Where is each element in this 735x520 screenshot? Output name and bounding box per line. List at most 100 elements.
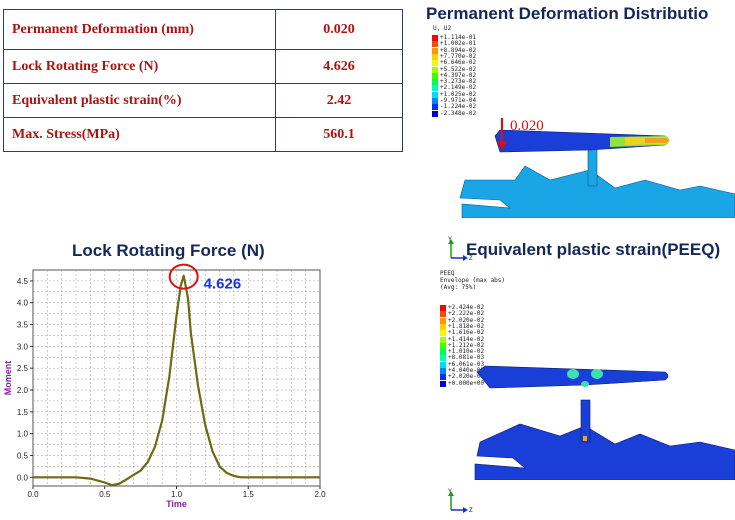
legend-swatch [440,374,446,381]
legend-swatch [432,47,438,54]
legend-swatch [440,323,446,330]
legend-swatch [432,72,438,79]
y-tick-label: 2.5 [17,364,29,373]
table-row: Permanent Deformation (mm) 0.020 [3,9,403,50]
deformation-annotation: 0.020 [510,118,544,134]
x-tick-label: 0.0 [27,490,39,499]
peeq-axis-triad: Y Z [448,489,473,514]
x-tick-label: 1.5 [243,490,255,499]
legend-swatch [440,368,446,374]
force-chart-svg: 0.0 0.5 1.0 1.5 2.0 0.0 0.5 1.0 1.5 2.0 2.5 3.0 3.5 4… [3,263,326,509]
legend-swatch [432,104,438,111]
legend-swatch [440,305,446,311]
deformation-axis-triad: Y Z [448,237,473,262]
legend-value: +1.010e-02 [448,348,485,356]
table-value: 560.1 [275,117,403,152]
legend-value: +2.149e-02 [440,84,477,92]
legend-value: +2.222e-02 [448,310,485,318]
legend-value: +1.818e-02 [448,322,485,330]
svg-text:Y: Y [448,237,452,243]
legend-swatch [432,66,438,73]
x-tick-label: 2.0 [314,490,326,499]
y-axis-label: Moment [3,361,13,396]
legend-swatch [440,336,446,343]
legend-value: +6.061e-03 [448,360,485,368]
deformation-model-stem [587,145,598,187]
table-row: Equivalent plastic strain(%) 2.42 [3,83,403,118]
legend-swatch [440,355,446,362]
y-tick-label: 2.0 [17,386,29,395]
legend-swatch [440,349,446,356]
legend-value: +2.020e-03 [448,373,485,381]
x-axis-label: Time [166,499,187,509]
legend-swatch [432,79,438,86]
legend-value: +5.522e-02 [440,65,477,73]
y-tick-label: 4.0 [17,299,29,308]
table-value: 2.42 [275,83,403,118]
results-table: Permanent Deformation (mm) 0.020 Lock Rota… [3,9,403,152]
legend-swatch [440,380,446,387]
deformation-panel-title: Permanent Deformation Distributio [426,4,709,23]
legend-value: +1.025e-02 [440,90,477,98]
legend-value: +0.000e+00 [448,379,485,387]
peak-label: 4.626 [204,276,242,293]
svg-text:Z: Z [469,256,473,262]
series-line [33,274,320,487]
legend-value: +1.002e-01 [440,40,477,48]
peak-marker [168,263,199,290]
table-label: Equivalent plastic strain(%) [3,83,276,118]
legend-value: +2.424e-02 [448,304,485,311]
svg-text:Z: Z [469,508,473,514]
x-tick-label: 0.5 [99,490,111,499]
y-tick-label: 1.0 [17,430,29,439]
legend-swatch [432,91,438,98]
legend-swatch [440,361,446,368]
legend-value: +4.397e-02 [440,71,477,79]
y-tick-label: 0.0 [17,473,29,482]
y-tick-label: 3.5 [17,321,29,330]
legend-value: +7.770e-02 [440,52,477,60]
table-label: Max. Stress(MPa) [3,117,276,152]
table-value: 0.020 [275,9,403,50]
legend-value: +8.081e-03 [448,354,485,362]
legend-value: +2.020e-02 [448,316,485,324]
legend-swatch [440,311,446,318]
legend-swatch [432,85,438,92]
legend-swatch [440,342,446,349]
legend-swatch [432,35,438,41]
svg-text:Y: Y [448,489,452,495]
table-row: Max. Stress(MPa) 560.1 [3,117,403,152]
y-tick-label: 0.5 [17,451,29,460]
legend-value: +1.114e-01 [440,34,477,41]
legend-value: +3.273e-02 [440,78,477,86]
legend-value: -9.971e-04 [440,97,477,104]
table-label: Permanent Deformation (mm) [3,9,276,50]
legend-value: +6.646e-02 [440,59,477,67]
deformation-model: 0.020 [459,118,735,218]
legend-value: +4.040e-03 [448,367,485,374]
legend-swatch [432,98,438,104]
peeq-legend-title: PEEQ Envelope (max abs) (Avg: 75%) [440,270,506,291]
legend-value: -1.224e-02 [440,103,477,111]
legend-swatch [432,53,438,60]
deformation-model-base [459,165,735,218]
force-chart: 0.0 0.5 1.0 1.5 2.0 0.0 0.5 1.0 1.5 2.0 2.5 3.0 3.5 4… [0,262,340,515]
legend-value: -2.348e-02 [440,109,477,117]
legend-swatch [432,60,438,67]
table-value: 4.626 [275,49,403,84]
table-row: Lock Rotating Force (N) 4.626 [3,49,403,84]
legend-swatch [432,110,438,117]
legend-value: +8.894e-02 [440,46,477,54]
legend-value: +1.414e-02 [448,335,485,343]
y-tick-label: 4.5 [17,277,29,286]
table-label: Lock Rotating Force (N) [3,49,276,84]
chart-title: Lock Rotating Force (N) [72,241,265,260]
legend-swatch [440,317,446,324]
y-tick-label: 1.5 [17,408,29,417]
peeq-model-base [474,423,735,480]
legend-value: +1.616e-02 [448,329,485,337]
peeq-panel-title: Equivalent plastic strain(PEEQ) [466,240,721,259]
x-tick-label: 1.0 [171,490,183,499]
peeq-model [474,365,735,480]
peeq-model-stem [580,399,591,443]
